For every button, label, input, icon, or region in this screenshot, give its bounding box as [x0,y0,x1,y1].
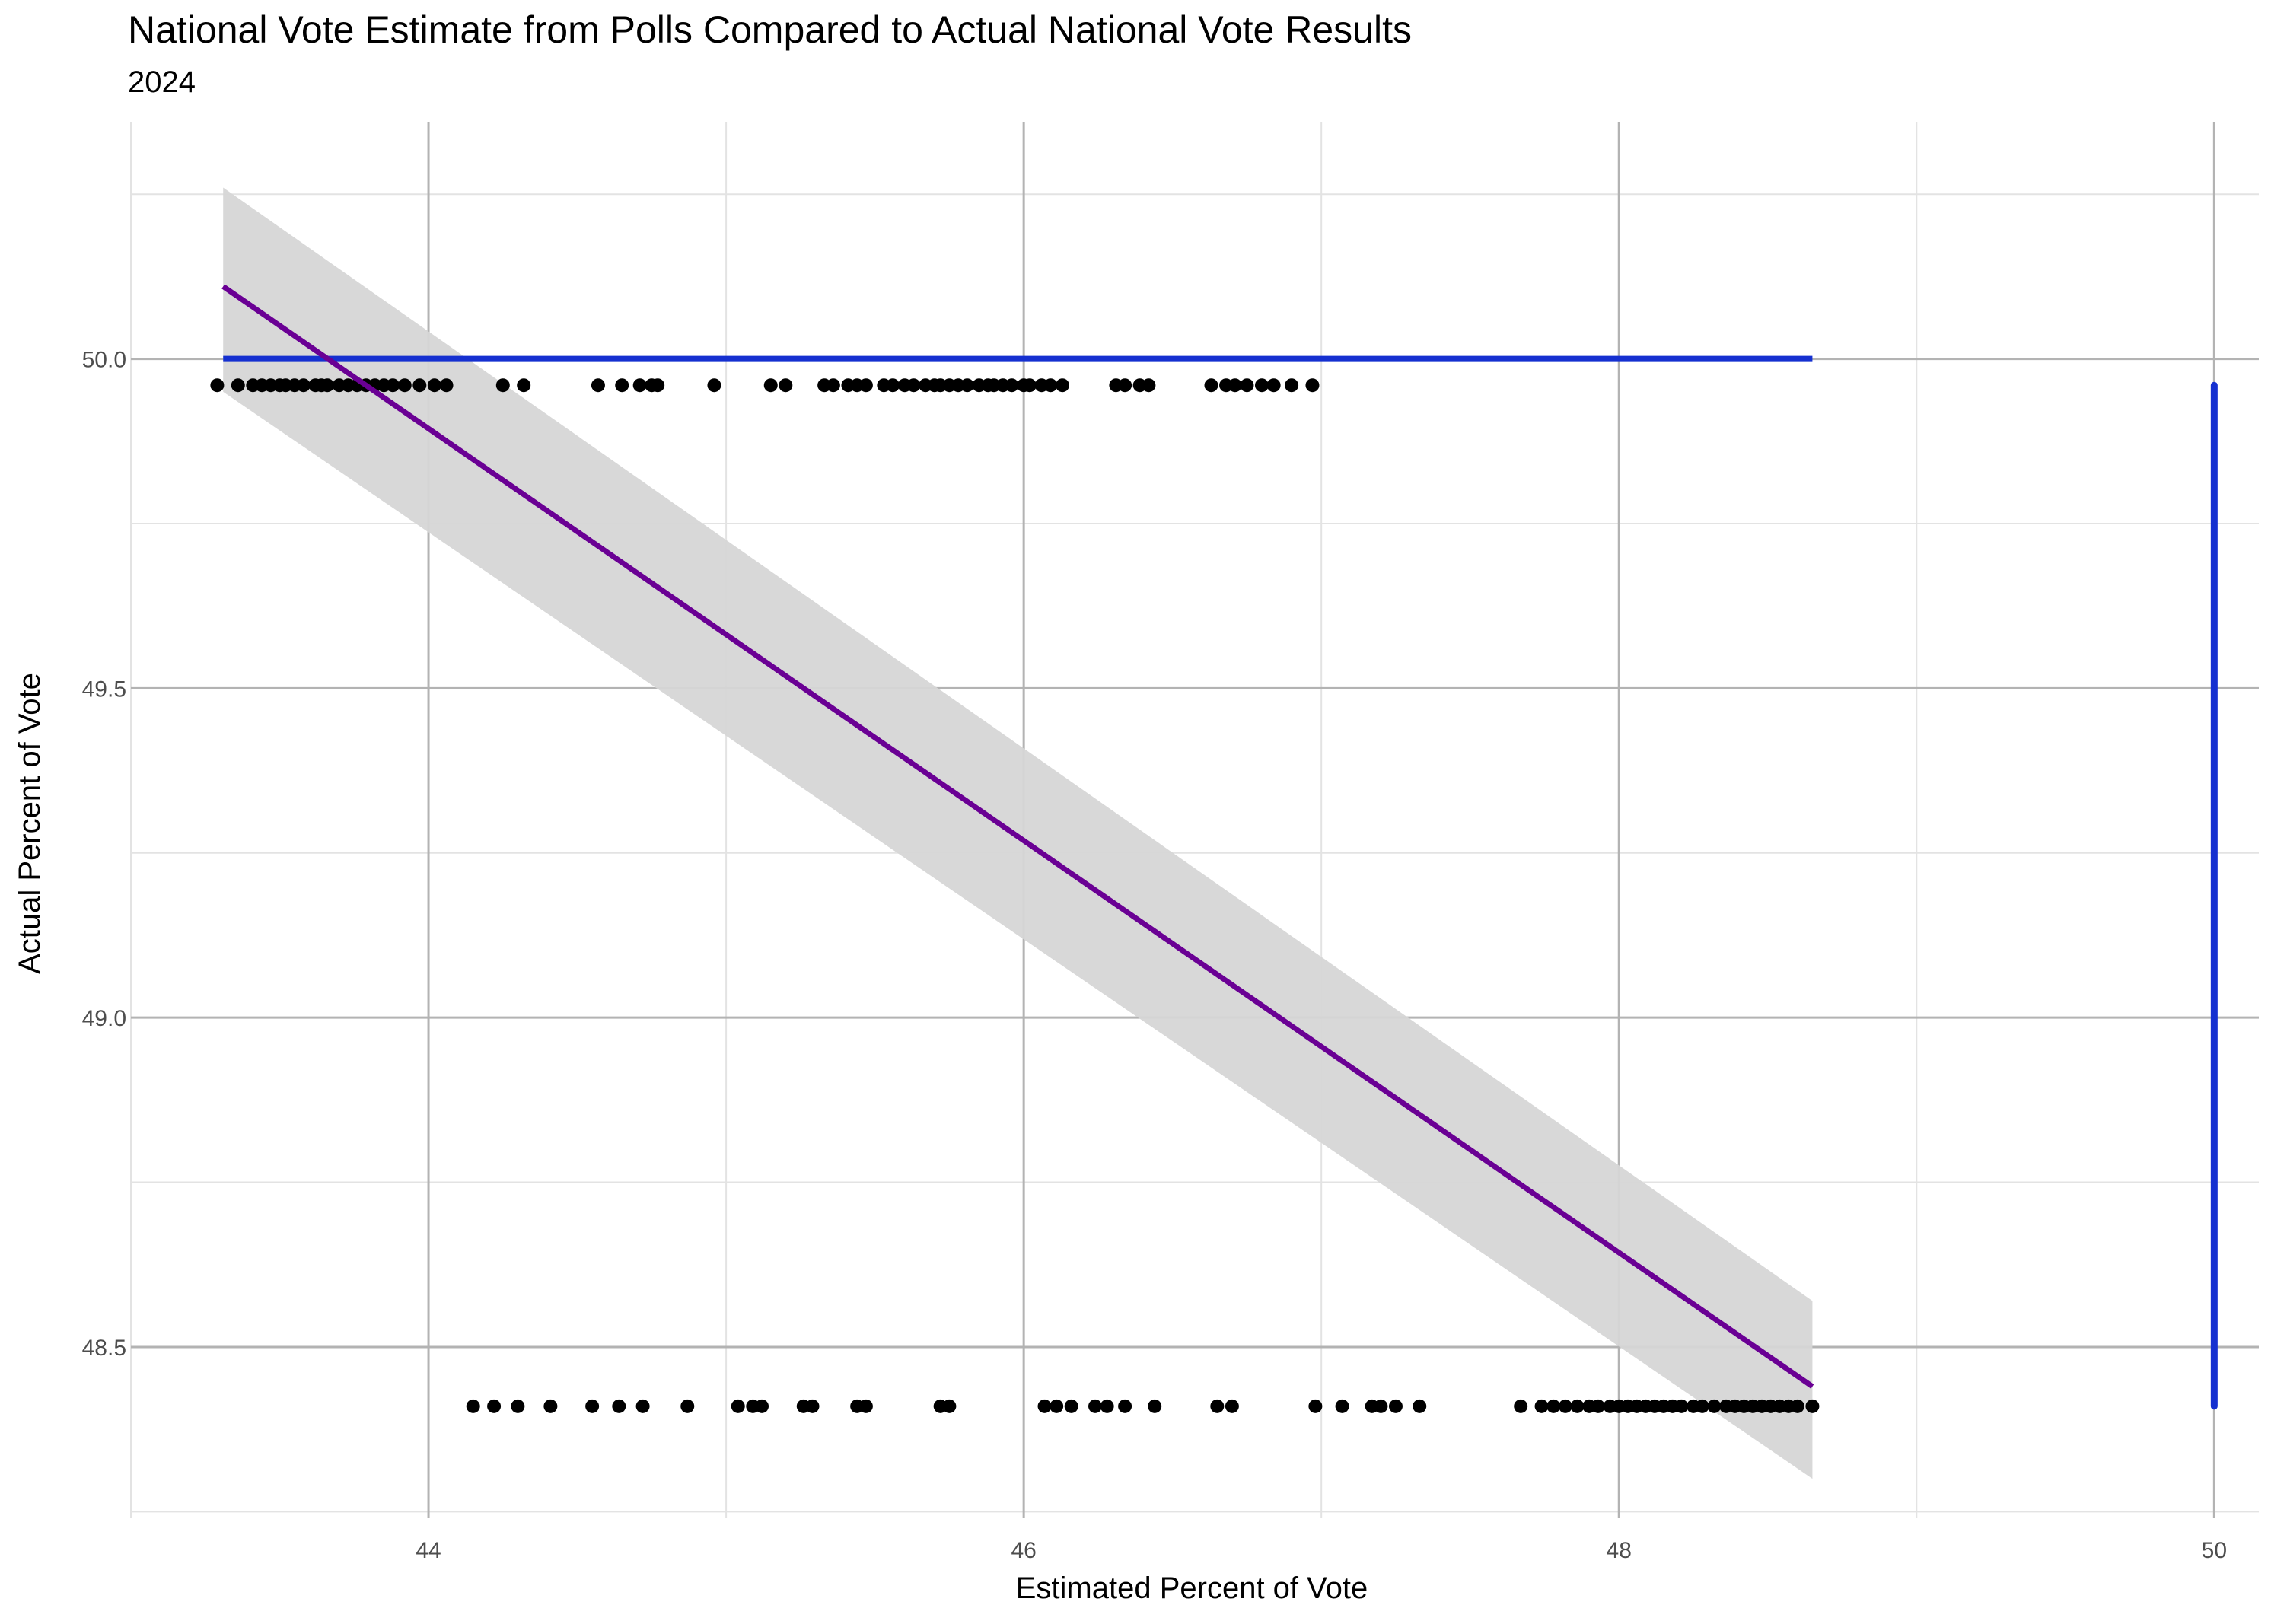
data-point-upper [886,378,900,393]
data-point-upper [615,378,629,393]
data-point-upper [296,378,311,393]
confidence-band [223,187,1813,1479]
data-point-lower [1308,1399,1323,1413]
data-point-upper [858,378,873,393]
data-point-lower [1534,1399,1549,1413]
data-point-lower [487,1399,502,1413]
data-point-lower [858,1399,873,1413]
data-point-lower [731,1399,745,1413]
data-point-upper [386,378,400,393]
data-point-upper [906,378,921,393]
data-point-lower [1514,1399,1528,1413]
data-point-upper [1204,378,1218,393]
points-layer [210,378,1820,1413]
data-point-lower [1148,1399,1162,1413]
data-point-upper [495,378,510,393]
x-tick-label: 50 [2202,1538,2227,1563]
data-point-upper [517,378,531,393]
data-point-upper [1055,378,1069,393]
chart-subtitle: 2024 [128,65,196,99]
data-point-upper [231,378,245,393]
data-point-upper [1254,378,1269,393]
data-point-upper [1266,378,1281,393]
y-tick-label: 49.5 [82,677,126,702]
data-point-upper [1022,378,1037,393]
data-point-upper [1228,378,1242,393]
data-point-lower [1225,1399,1239,1413]
data-point-lower [1558,1399,1572,1413]
grid-major [131,122,2259,1518]
data-point-lower [1088,1399,1102,1413]
x-tick-label: 44 [416,1538,441,1563]
data-point-lower [1210,1399,1225,1413]
data-point-lower [1413,1399,1427,1413]
data-point-lower [680,1399,695,1413]
reference-lines-layer [223,355,2218,1410]
data-point-lower [942,1399,957,1413]
y-tick-label: 48.5 [82,1336,126,1361]
data-point-upper [1240,378,1254,393]
data-point-lower [805,1399,820,1413]
data-point-lower [1695,1399,1709,1413]
data-point-upper [763,378,778,393]
data-point-upper [397,378,412,393]
data-point-lower [1100,1399,1114,1413]
data-point-lower [1591,1399,1605,1413]
x-tick-label: 46 [1011,1538,1036,1563]
data-point-lower [1707,1399,1722,1413]
data-point-upper [427,378,441,393]
data-point-lower [543,1399,558,1413]
data-point-lower [1064,1399,1078,1413]
data-point-lower [1570,1399,1585,1413]
y-tick-label: 49.0 [82,1006,126,1031]
grid-minor [130,122,2259,1518]
regression-line [221,284,1814,1389]
data-point-lower [755,1399,769,1413]
data-point-upper [591,378,605,393]
data-point-upper [439,378,454,393]
data-point-upper [210,378,225,393]
data-point-upper [1005,378,1019,393]
data-point-upper [707,378,721,393]
data-point-lower [1118,1399,1132,1413]
x-tick-labels: 44 46 48 50 [416,1538,2227,1563]
data-point-upper [1305,378,1320,393]
data-point-lower [1374,1399,1388,1413]
chart-title: National Vote Estimate from Polls Compar… [128,8,1412,51]
data-point-lower [1674,1399,1689,1413]
data-point-lower [1037,1399,1052,1413]
data-point-lower [1388,1399,1403,1413]
data-point-lower [511,1399,525,1413]
data-point-lower [585,1399,600,1413]
data-point-lower [466,1399,480,1413]
x-axis-title: Estimated Percent of Vote [1016,1571,1368,1605]
y-tick-label: 50.0 [82,348,126,373]
regression-layer [221,284,1814,1389]
x-tick-label: 48 [1607,1538,1632,1563]
data-point-upper [960,378,974,393]
y-tick-labels: 48.5 49.0 49.5 50.0 [82,348,126,1361]
data-point-lower [1805,1399,1820,1413]
confidence-band-layer [223,187,1813,1479]
data-point-upper [412,378,427,393]
data-point-lower [612,1399,626,1413]
data-point-lower [1790,1399,1804,1413]
y-axis-title: Actual Percent of Vote [13,673,46,974]
data-point-upper [779,378,793,393]
data-point-upper [1043,378,1058,393]
data-point-upper [1142,378,1156,393]
data-point-lower [635,1399,650,1413]
data-point-lower [1050,1399,1064,1413]
data-point-upper [651,378,665,393]
data-point-upper [1118,378,1132,393]
data-point-upper [632,378,647,393]
data-point-upper [320,378,335,393]
data-point-upper [1285,378,1299,393]
data-point-lower [1335,1399,1349,1413]
data-point-lower [1546,1399,1561,1413]
data-point-upper [826,378,840,393]
